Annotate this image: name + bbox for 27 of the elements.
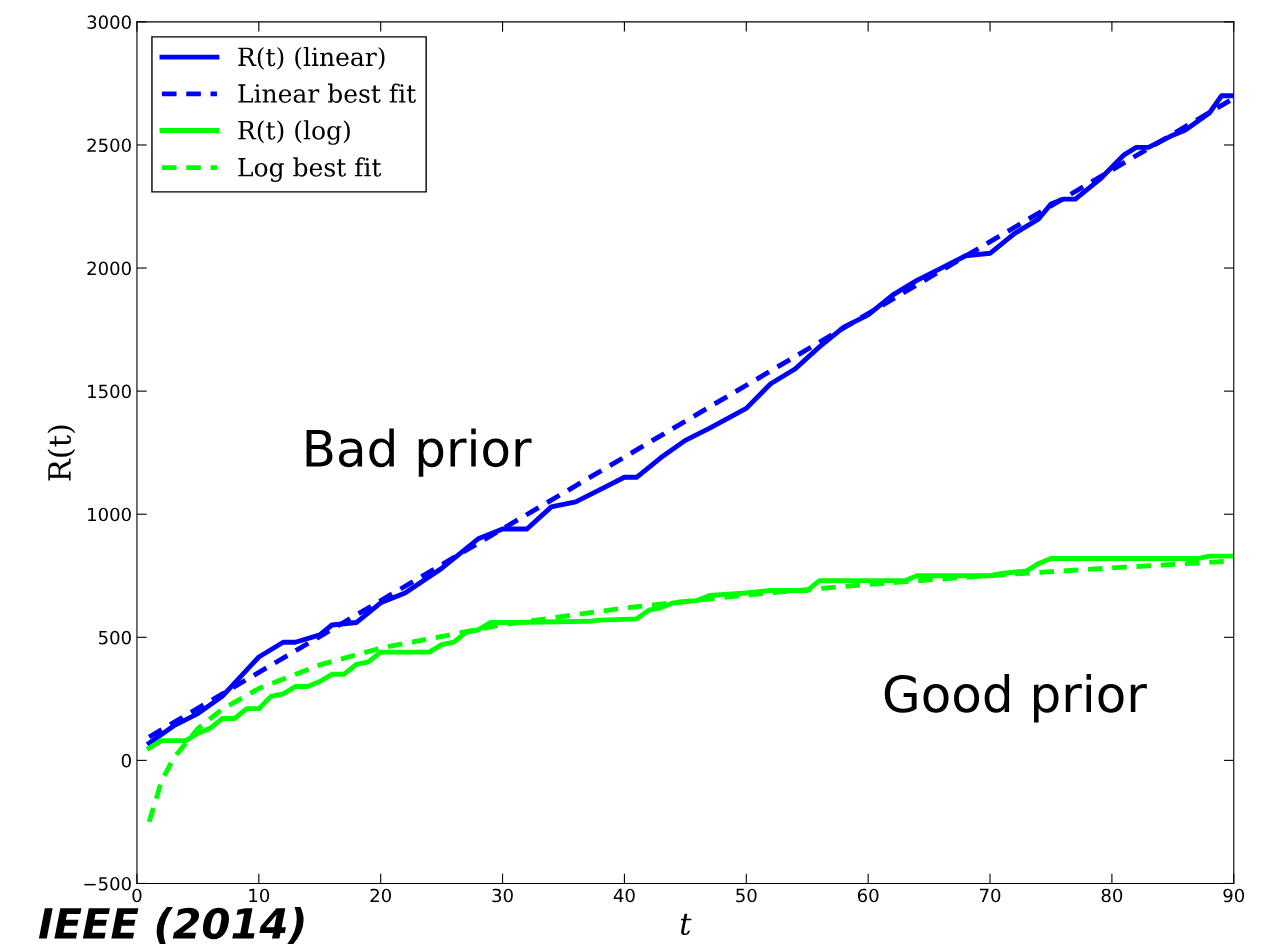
x-tick-label: 90: [1223, 888, 1245, 903]
y-axis-title: R(t): [47, 425, 76, 481]
y-tick-label: 500: [99, 630, 131, 645]
y-tick-label: 3000: [87, 15, 131, 30]
x-tick-label: 70: [980, 888, 1001, 903]
x-tick-label: 0: [132, 888, 142, 903]
x-tick-label: 10: [249, 888, 270, 903]
x-tick-label: 20: [370, 888, 391, 903]
x-tick-label: 30: [492, 888, 513, 903]
x-tick-label: 80: [1101, 888, 1123, 903]
y-tick-label: 2000: [87, 261, 131, 276]
x-tick-label: 60: [857, 888, 879, 903]
x-tick-label: 50: [736, 888, 757, 903]
y-tick-label: −500: [84, 876, 131, 891]
text: IEEE (2014): [38, 906, 304, 945]
legend-label: R(t) (log): [238, 120, 350, 145]
y-tick-label: 2500: [87, 138, 131, 153]
annotation: Good prior: [884, 674, 1147, 723]
x-tick-label: 40: [613, 888, 635, 903]
legend-label: R(t) (linear): [238, 46, 385, 70]
y-tick-label: 0: [121, 753, 131, 768]
legend-label: Log best fit: [238, 157, 382, 182]
y-tick-label: 1000: [88, 507, 131, 522]
legend-label: Linear best fit: [238, 83, 416, 103]
x-axis-title: t: [680, 913, 692, 935]
annotation: Bad prior: [306, 428, 532, 477]
y-tick-label: 1500: [88, 384, 131, 399]
